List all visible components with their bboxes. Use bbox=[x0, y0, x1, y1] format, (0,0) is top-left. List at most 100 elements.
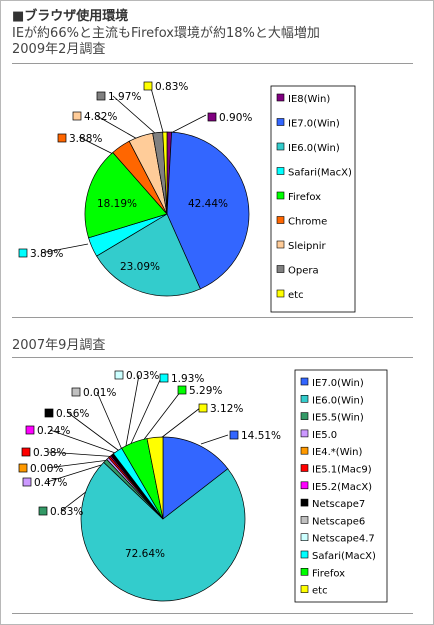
leader-line-opera bbox=[112, 95, 157, 135]
leader-line-ie8-win bbox=[168, 114, 207, 135]
label-swatch-safari-macx bbox=[159, 373, 169, 383]
legend-label-firefox: Firefox bbox=[312, 568, 345, 579]
data-label-firefox: 5.29% bbox=[189, 385, 222, 397]
pie-slice-firefox bbox=[84, 151, 168, 239]
leader-line-sleipnir bbox=[96, 115, 140, 141]
legend-label-etc: etc bbox=[312, 586, 328, 597]
legend-swatch-chrome bbox=[276, 216, 285, 224]
data-label-ie6-0-win: 23.09% bbox=[120, 261, 160, 273]
data-label-netscape7: 0.56% bbox=[56, 408, 89, 420]
divider bbox=[12, 357, 413, 358]
label-swatch-netscape7 bbox=[44, 408, 54, 418]
legend-label-chrome: Chrome bbox=[288, 217, 327, 228]
legend-swatch-opera bbox=[276, 265, 285, 273]
leader-line-netscape6 bbox=[96, 391, 124, 453]
legend-swatch-ie5-0 bbox=[300, 429, 309, 438]
legend-label-ie5-5-win: IE5.5(Win) bbox=[312, 413, 364, 424]
legend-label-opera: Opera bbox=[288, 266, 319, 277]
legend-label-ie8-win: IE8(Win) bbox=[288, 94, 330, 105]
label-swatch-etc bbox=[198, 403, 208, 413]
leader-line-ie5-2-macx bbox=[49, 429, 122, 456]
label-swatch-firefox bbox=[177, 385, 187, 395]
legend-swatch-ie4-win bbox=[300, 446, 309, 455]
legend-label-ie5-0: IE5.0 bbox=[312, 430, 337, 441]
data-label-ie4-win: 0.00% bbox=[30, 463, 63, 475]
legend-swatch-ie7-0-win bbox=[276, 118, 285, 126]
legend-swatch-netscape7 bbox=[300, 498, 309, 507]
legend-swatch-etc bbox=[276, 289, 285, 298]
label-swatch-ie7-0-win bbox=[229, 430, 239, 440]
legend-label-ie5-1-mac9: IE5.1(Mac9) bbox=[312, 465, 372, 476]
data-label-safari-macx: 3.89% bbox=[30, 248, 63, 260]
legend-swatch-ie5-1-mac9 bbox=[300, 464, 309, 472]
data-label-ie6-0-win: 72.64% bbox=[125, 548, 165, 560]
page-subtitle: IEが約66%と主流もFirefox環境が約18%と大幅増加 bbox=[12, 26, 320, 41]
leader-line-ie5-1-mac9 bbox=[47, 451, 120, 458]
divider bbox=[12, 613, 413, 614]
survey-date-2007: 2007年9月調査 bbox=[12, 338, 106, 353]
legend-label-ie7-0-win: IE7.0(Win) bbox=[288, 119, 340, 130]
pie-slice-ie7-0-win bbox=[166, 131, 250, 290]
label-swatch-netscape6 bbox=[71, 387, 81, 397]
leader-line-netscape7 bbox=[66, 411, 123, 454]
data-label-chrome: 3.88% bbox=[69, 133, 102, 145]
legend-box bbox=[270, 85, 356, 313]
leader-line-ie7-0-win bbox=[200, 434, 229, 445]
pie-slice-ie6-0-win bbox=[96, 213, 201, 297]
legend-label-firefox: Firefox bbox=[288, 192, 321, 203]
label-swatch-ie5-2-macx bbox=[25, 425, 35, 435]
legend-swatch-safari-macx bbox=[276, 167, 285, 175]
data-label-ie5-5-win: 0.83% bbox=[50, 506, 83, 518]
leader-line-safari-macx bbox=[128, 379, 161, 449]
leader-line-etc bbox=[160, 407, 201, 439]
legend-label-ie4-win: IE4.*(Win) bbox=[312, 447, 362, 458]
leader-line-safari-macx bbox=[40, 243, 89, 254]
legend-label-safari-macx: Safari(MacX) bbox=[312, 551, 376, 562]
pie-slice-ie7-0-win bbox=[162, 436, 229, 520]
legend-swatch-safari-macx bbox=[300, 550, 309, 559]
legend-swatch-ie7-0-win bbox=[300, 377, 309, 386]
data-label-netscape6: 0.01% bbox=[83, 387, 116, 399]
data-label-sleipnir: 4.82% bbox=[84, 111, 117, 123]
page-title: ■ブラウザ使用環境 bbox=[12, 9, 129, 24]
data-label-firefox: 18.19% bbox=[97, 198, 137, 210]
pie-slice-etc bbox=[162, 131, 168, 215]
label-swatch-ie4-win bbox=[18, 463, 28, 473]
label-swatch-ie8-win bbox=[207, 112, 217, 122]
data-label-etc: 0.83% bbox=[155, 81, 188, 93]
data-label-etc: 3.12% bbox=[210, 403, 243, 415]
label-swatch-ie5-5-win bbox=[38, 506, 48, 516]
legend-box bbox=[294, 369, 388, 603]
survey-date-2009: 2009年2月調査 bbox=[12, 42, 106, 57]
legend-label-ie6-0-win: IE6.0(Win) bbox=[312, 395, 364, 406]
legend-swatch-ie8-win bbox=[276, 93, 285, 102]
legend-label-netscape6: Netscape6 bbox=[312, 516, 365, 527]
data-label-ie8-win: 0.90% bbox=[219, 112, 252, 124]
legend-swatch-netscape4-7 bbox=[300, 533, 309, 541]
divider bbox=[12, 317, 413, 318]
label-swatch-opera bbox=[96, 91, 106, 101]
legend-swatch-netscape6 bbox=[300, 516, 309, 524]
legend-swatch-ie5-5-win bbox=[300, 412, 309, 420]
data-label-ie7-0-win: 14.51% bbox=[241, 430, 281, 442]
data-label-netscape4-7: 0.03% bbox=[126, 370, 159, 382]
legend-swatch-ie6-0-win bbox=[300, 394, 309, 403]
label-swatch-sleipnir bbox=[72, 111, 82, 121]
legend-swatch-firefox bbox=[276, 191, 285, 200]
label-swatch-safari-macx bbox=[18, 248, 28, 258]
legend-swatch-sleipnir bbox=[276, 240, 285, 249]
pie-chart-2007: 14.51% 72.64% 0.83% 0.47% 0.00% 0.38% 0.24% 0.5… bbox=[18, 369, 388, 603]
legend-swatch-firefox bbox=[300, 568, 309, 576]
leader-line-netscape4-7 bbox=[124, 374, 140, 452]
data-label-safari-macx: 1.93% bbox=[171, 373, 204, 385]
data-label-ie5-0: 0.47% bbox=[34, 477, 67, 489]
data-label-ie7-0-win: 42.44% bbox=[188, 198, 228, 210]
pie-slice-ie6-0-win bbox=[80, 461, 246, 602]
legend-label-ie6-0-win: IE6.0(Win) bbox=[288, 143, 340, 154]
data-label-ie5-2-macx: 0.24% bbox=[37, 425, 70, 437]
legend-label-safari-macx: Safari(MacX) bbox=[288, 168, 352, 179]
label-swatch-etc bbox=[143, 81, 153, 91]
leader-line-firefox bbox=[141, 390, 182, 443]
legend-label-ie5-2-macx: IE5.2(MacX) bbox=[312, 482, 372, 493]
